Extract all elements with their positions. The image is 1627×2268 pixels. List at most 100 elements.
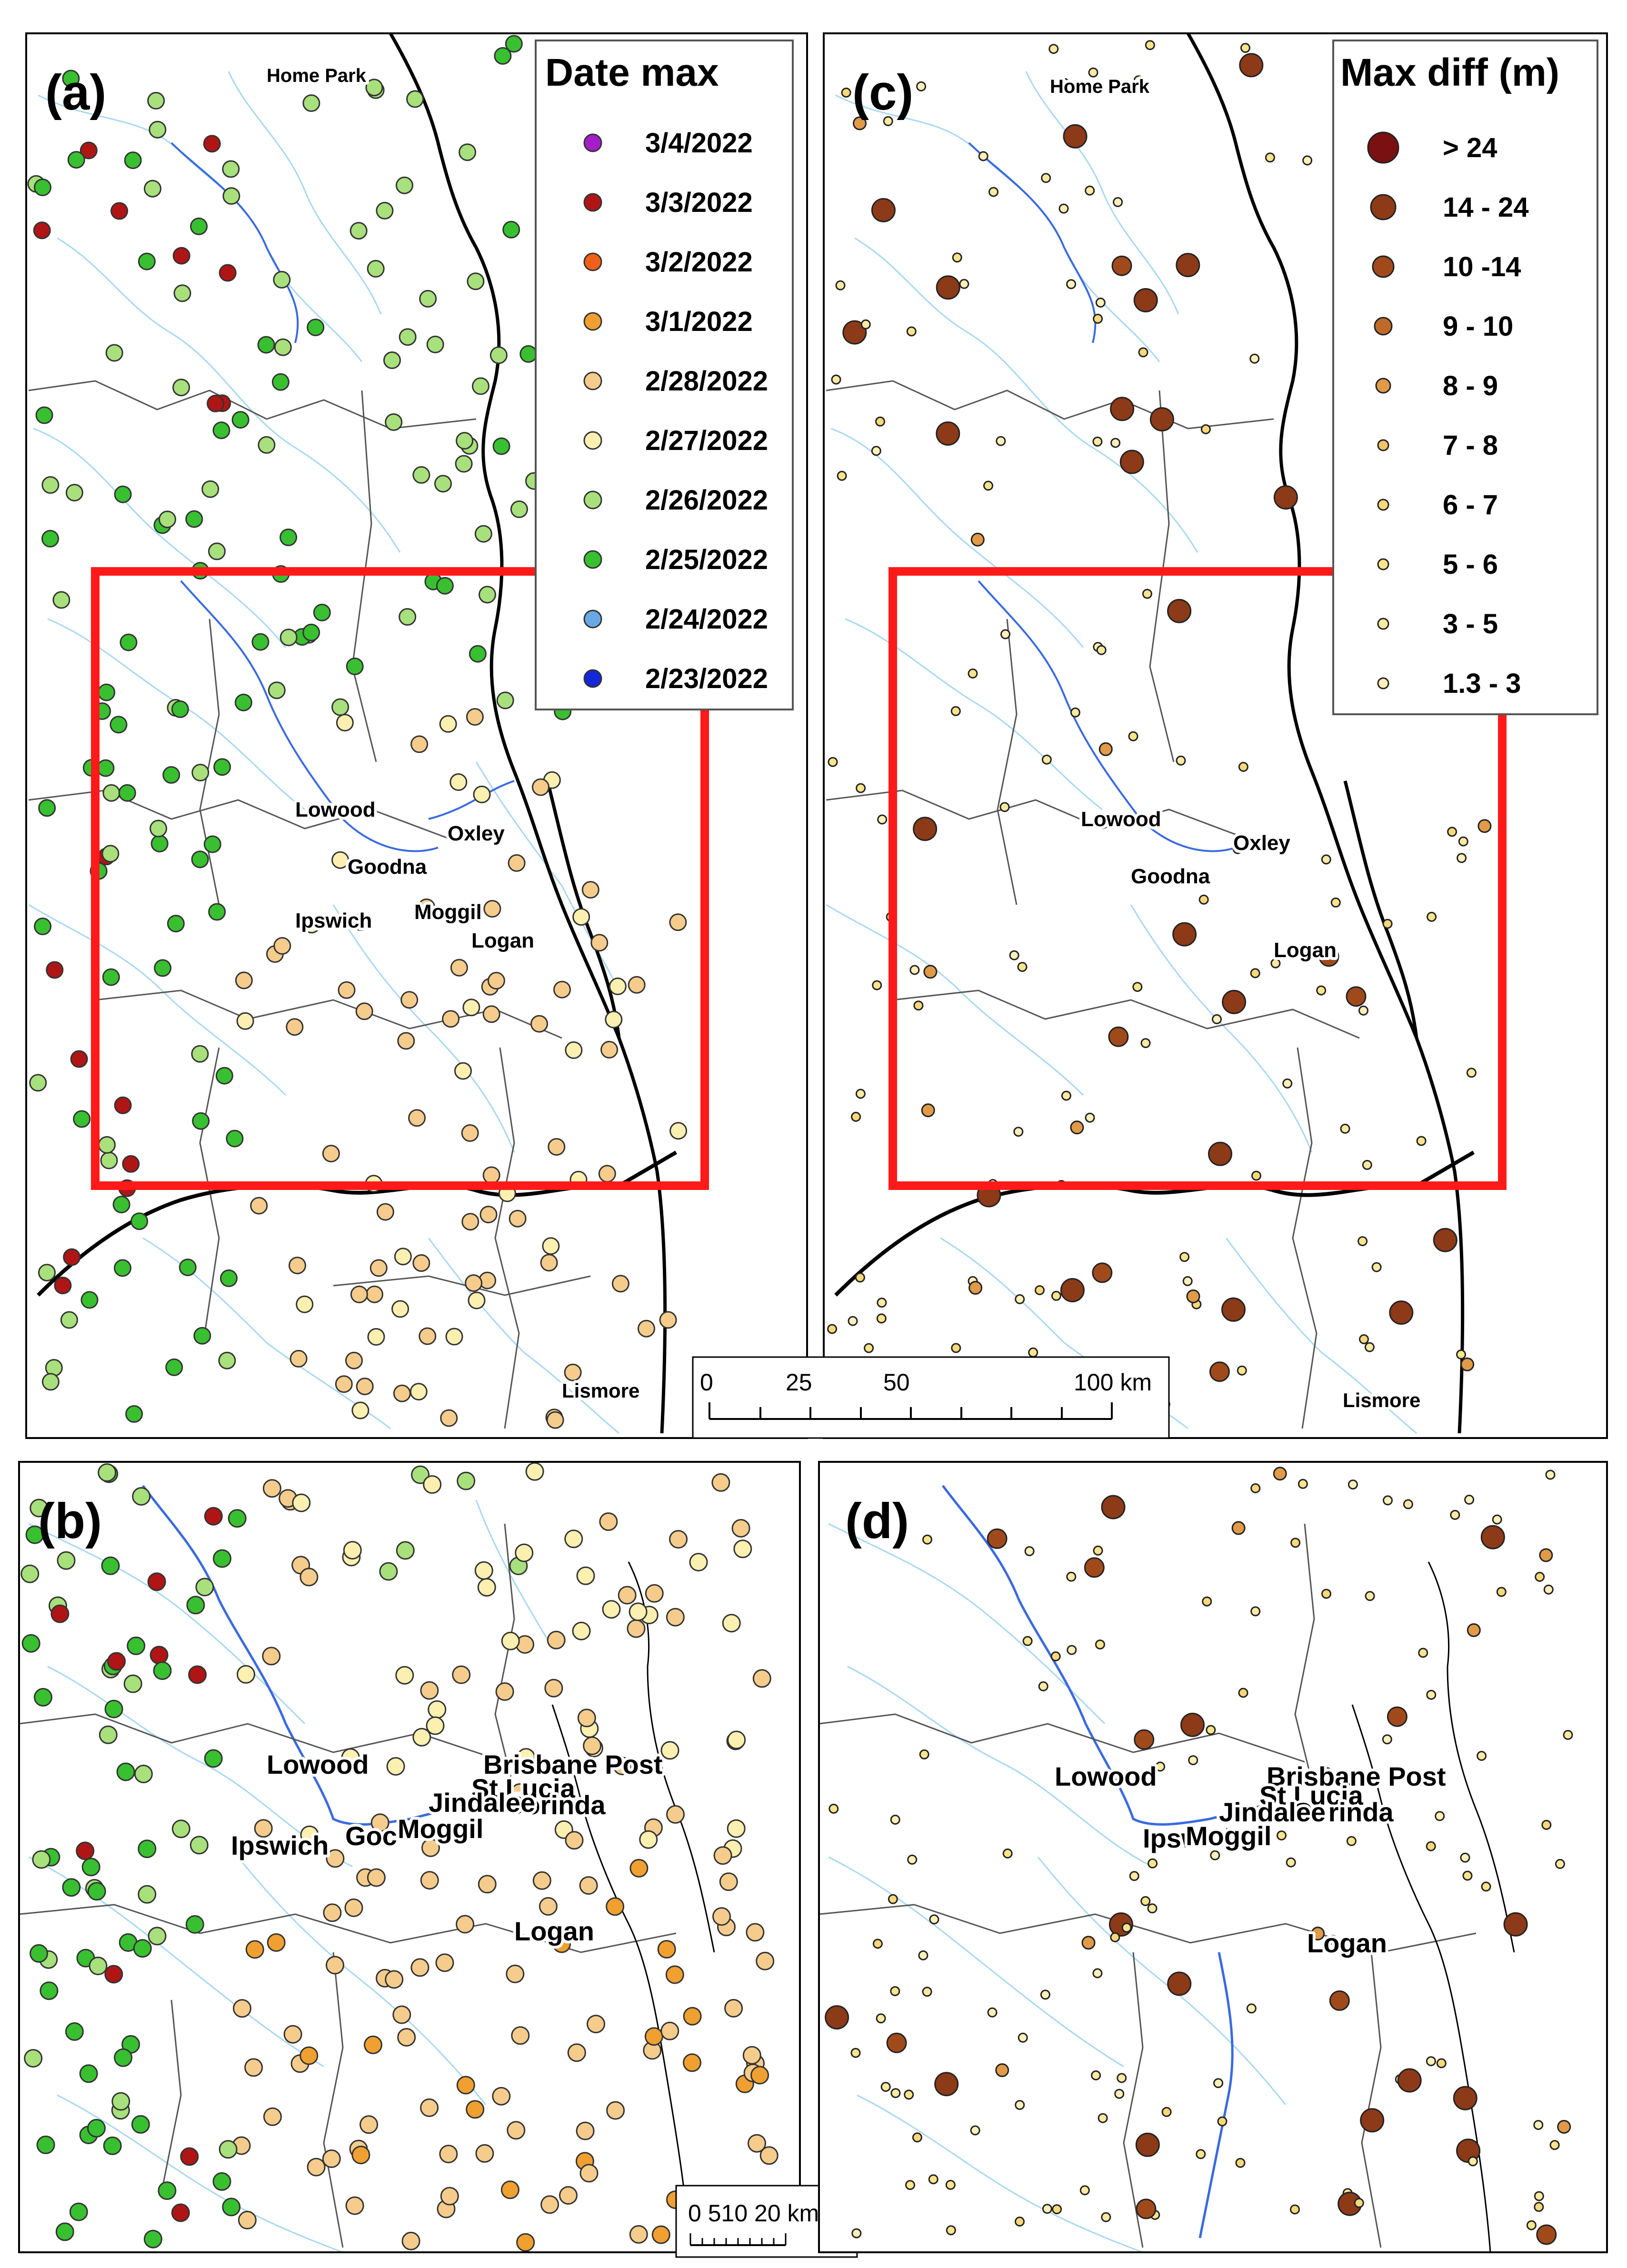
c-diff-point [1028,1347,1038,1358]
legend-diff-swatch-9 [1377,677,1389,689]
c-diff-point [1358,1005,1368,1016]
c-diff-point [1251,1170,1261,1181]
d-diff-point [1273,1467,1287,1481]
date-station-point [474,525,492,543]
b-station-point [76,1841,95,1860]
b-station-point [148,1927,167,1946]
b-station-point [539,1897,558,1916]
b-station-point [579,2164,599,2183]
b-station-point [392,2005,411,2024]
date-station-point [144,180,161,198]
date-station-point [611,1275,629,1293]
panel-d [819,1462,1607,2252]
c-diff-point [1113,197,1123,207]
c-diff-point [1447,827,1457,837]
b-station-point [364,2035,382,2054]
legend-diff-swatch-3 [1374,317,1393,336]
c-diff-point [1427,911,1437,922]
date-station-point [489,346,508,364]
d-diff-point [1365,1591,1375,1601]
date-station-point [234,693,252,711]
date-station-point [376,201,394,220]
d-diff-point [890,1815,900,1825]
b-station-point [576,1566,595,1585]
b-station-point [477,1578,496,1597]
b-station-point [428,1700,447,1719]
label-lismore-c: Lismore [1343,1389,1420,1411]
panel-b-border [18,1461,801,2253]
b-station-point [143,2229,162,2248]
d-diff-point [872,1938,883,1949]
legend-diff-label-5: 7 - 8 [1443,430,1498,461]
c-diff-point [1208,1141,1232,1166]
date-station-point [165,1358,183,1376]
date-station-point [154,959,172,977]
date-station-point [565,1041,583,1059]
c-diff-point [837,470,847,481]
legend-diff-label-8: 3 - 5 [1443,609,1498,639]
date-station-point [167,915,185,933]
b-station-point [731,1519,750,1538]
legend-date-swatch-0 [583,133,602,152]
b-station-point [213,1549,231,1568]
b-station-point [186,1596,205,1615]
date-station-point [465,1274,483,1292]
b-station-point [158,2181,177,2200]
b-station-point [351,2146,370,2165]
date-station-point [114,485,132,503]
date-station-point [598,1165,616,1183]
d-diff-point [987,2007,998,2018]
c-diff-point [996,436,1006,446]
c-diff-point [1237,1365,1247,1376]
d-diff-point [1533,2120,1544,2130]
b-station-point [395,1666,414,1685]
b-station-point [733,1539,752,1559]
date-station-point [122,1155,140,1173]
c-diff-point [1058,203,1069,214]
label-logan-b: Logan [514,1916,594,1946]
date-station-point [41,1373,60,1391]
b-station-point [492,2087,511,2106]
date-station-point [479,586,496,604]
d-diff-point [1147,1903,1158,1914]
b-station-point [478,1875,497,1894]
date-station-point [273,937,291,955]
c-diff-point [1096,645,1107,655]
date-station-point [564,1363,582,1381]
c-diff-point [1221,1297,1246,1322]
b-station-point [727,1730,746,1749]
label-logan-d: Logan [1307,1928,1387,1958]
date-station-point [600,1040,619,1059]
b-station-point [104,1965,123,1984]
c-diff-point [1093,313,1103,324]
c-diff-point [1061,1090,1071,1101]
c-diff-point [936,275,960,300]
d-diff-point [1354,2198,1364,2208]
b-station-point [525,1462,544,1481]
label-logan-c: Logan [1274,939,1337,962]
label-goodna-b: Goc [345,1821,397,1851]
d-diff-point [922,1987,932,1997]
c-diff-point [1000,629,1010,639]
d-diff-point [1311,1927,1325,1941]
d-diff-point [888,1894,898,1904]
c-diff-point [1009,950,1019,960]
date-station-point [349,222,368,240]
date-station-point [440,1409,458,1427]
b-station-point [98,1463,117,1482]
b-station-point [219,2140,238,2159]
c-diff-point [1302,155,1313,166]
c-diff-point [1182,1276,1193,1286]
c-diff-point [999,802,1010,812]
d-diff-point [1387,1706,1407,1727]
c-diff-point [970,532,985,547]
date-station-point [219,264,237,282]
b-station-point [666,1805,685,1824]
date-station-point [114,1096,132,1114]
date-station-point [434,475,452,493]
date-station-point [350,1285,368,1303]
date-station-point [34,918,52,935]
panel-a-border [25,32,808,1439]
b-station-point [627,1619,646,1638]
